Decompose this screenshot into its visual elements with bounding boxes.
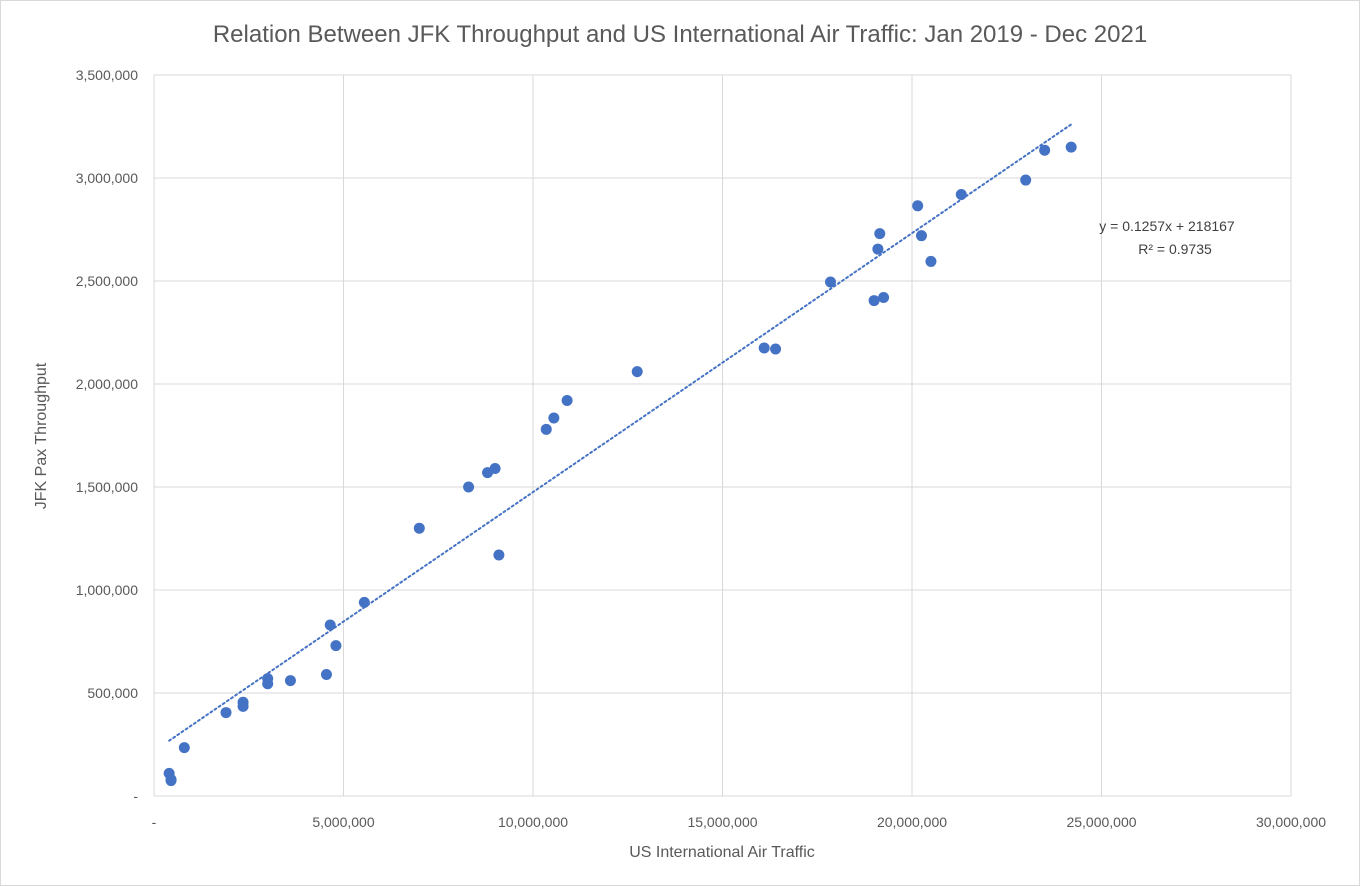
data-point — [493, 549, 505, 561]
x-tick-label: 10,000,000 — [498, 814, 568, 830]
trendline-equation: y = 0.1257x + 218167 — [1099, 218, 1235, 234]
data-point — [758, 342, 770, 354]
data-point — [284, 675, 296, 687]
data-point — [955, 188, 967, 200]
y-axis-title: JFK Pax Throughput — [33, 362, 50, 509]
x-tick-label: 30,000,000 — [1256, 814, 1326, 830]
data-point — [1020, 174, 1032, 186]
data-point — [1039, 144, 1051, 156]
data-point — [548, 412, 560, 424]
x-tick-label: 15,000,000 — [687, 814, 757, 830]
data-point — [540, 423, 552, 435]
data-point — [413, 522, 425, 534]
y-tick-label: 2,000,000 — [76, 376, 138, 392]
trendline — [168, 123, 1073, 742]
data-point — [868, 295, 880, 307]
y-tick-label: - — [133, 788, 138, 804]
x-tick-label: 5,000,000 — [312, 814, 374, 830]
data-point — [631, 366, 643, 378]
data-points — [163, 141, 1077, 787]
y-tick-label: 3,000,000 — [76, 170, 138, 186]
data-point — [165, 775, 177, 787]
data-point — [825, 276, 837, 288]
data-point — [358, 596, 370, 608]
x-axis-title: US International Air Traffic — [629, 844, 815, 861]
y-tick-label: 500,000 — [87, 685, 138, 701]
chart-title: Relation Between JFK Throughput and US I… — [213, 21, 1147, 48]
data-point — [912, 200, 924, 212]
data-point — [482, 467, 494, 479]
y-tick-label: 1,500,000 — [76, 479, 138, 495]
data-point — [878, 291, 890, 303]
data-point — [463, 481, 475, 493]
data-point — [915, 230, 927, 242]
x-tick-label: - — [152, 814, 157, 830]
data-point — [561, 394, 573, 406]
y-tick-label: 2,500,000 — [76, 273, 138, 289]
data-point — [872, 243, 884, 255]
data-point — [324, 619, 336, 631]
tick-labels: - 5,000,000 10,000,000 15,000,000 20,000,000… — [76, 67, 1327, 830]
data-point — [770, 343, 782, 355]
data-point — [330, 640, 342, 652]
trendline-r-squared: R² = 0.9735 — [1138, 241, 1212, 257]
x-tick-label: 25,000,000 — [1066, 814, 1136, 830]
data-point — [220, 707, 232, 719]
data-point — [320, 668, 332, 680]
data-point — [262, 678, 274, 690]
data-point — [237, 700, 249, 712]
trendline-layer — [168, 123, 1073, 742]
data-point — [874, 228, 886, 240]
data-point — [925, 255, 937, 267]
data-point — [178, 742, 190, 754]
y-tick-label: 3,500,000 — [76, 67, 138, 83]
x-tick-label: 20,000,000 — [877, 814, 947, 830]
gridlines — [153, 74, 1292, 797]
y-tick-label: 1,000,000 — [76, 582, 138, 598]
data-point — [1065, 141, 1077, 153]
